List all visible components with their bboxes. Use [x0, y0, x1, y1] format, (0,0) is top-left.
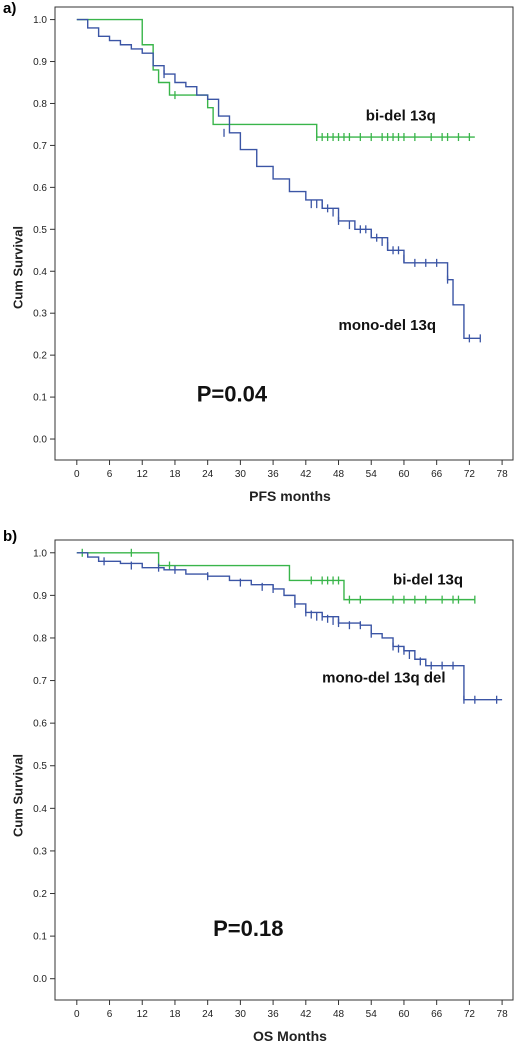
y-tick-label: 0.4 — [33, 804, 47, 815]
y-tick-label: 0.7 — [33, 141, 47, 152]
x-tick-label: 60 — [398, 1009, 410, 1020]
chart-panel-b: b) Cum Survival OS Months 0 6 12 18 24 30 36 42… — [0, 528, 520, 1048]
survival-curve — [76, 18, 481, 340]
x-tick-label: 6 — [107, 469, 113, 480]
y-tick-label: 0.0 — [33, 435, 47, 446]
x-tick-label: 72 — [464, 1009, 476, 1020]
x-tick-label: 30 — [235, 1009, 247, 1020]
y-tick-label: 0.7 — [33, 676, 47, 687]
x-tick-label: 36 — [268, 469, 280, 480]
x-tick-label: 24 — [202, 1009, 214, 1020]
y-tick-label: 0.5 — [33, 225, 47, 236]
survival-curve — [76, 18, 475, 138]
x-tick-label: 12 — [137, 1009, 149, 1020]
x-tick-label: 66 — [431, 469, 443, 480]
y-tick-label: 1.0 — [33, 15, 47, 26]
y-tick-label: 0.6 — [33, 183, 47, 194]
y-tick-label: 1.0 — [33, 548, 47, 559]
y-tick-label: 0.4 — [33, 267, 47, 278]
x-tick-label: 60 — [398, 469, 410, 480]
y-tick-label: 0.5 — [33, 761, 47, 772]
y-tick-label: 0.1 — [33, 393, 47, 404]
panel-label: b) — [3, 528, 18, 545]
survival-curve — [76, 552, 503, 701]
y-tick-label: 0.2 — [33, 889, 47, 900]
x-tick-label: 18 — [169, 469, 181, 480]
y-tick-label: 0.8 — [33, 99, 47, 110]
km-plot: 0 6 12 18 24 30 36 42 48 54 60 66 72 78 0.0 0.1 0.2 0.3 0.… — [33, 539, 514, 1020]
x-tick-label: 12 — [137, 469, 149, 480]
y-tick-label: 0.6 — [33, 719, 47, 730]
annotation: mono-del 13q del — [322, 670, 445, 687]
x-tick-label: 24 — [202, 469, 214, 480]
survival-curve — [76, 552, 475, 601]
x-tick-label: 48 — [333, 469, 345, 480]
y-tick-label: 0.3 — [33, 846, 47, 857]
x-tick-label: 78 — [497, 1009, 509, 1020]
x-tick-label: 36 — [268, 1009, 280, 1020]
x-tick-label: 48 — [333, 1009, 345, 1020]
y-tick-label: 0.9 — [33, 57, 47, 68]
plot-frame — [54, 6, 514, 461]
x-tick-label: 0 — [74, 469, 80, 480]
annotation: mono-del 13q — [339, 317, 437, 334]
annotation: P=0.04 — [197, 381, 268, 406]
x-tick-label: 30 — [235, 469, 247, 480]
plot-frame — [54, 539, 514, 1001]
x-tick-label: 42 — [300, 1009, 312, 1020]
y-tick-label: 0.1 — [33, 932, 47, 943]
y-tick-label: 0.3 — [33, 309, 47, 320]
annotation: bi-del 13q — [393, 572, 463, 589]
x-tick-label: 6 — [107, 1009, 113, 1020]
km-plot: 0 6 12 18 24 30 36 42 48 54 60 66 72 78 0.0 0.1 0.2 0.3 0.… — [33, 6, 514, 480]
annotation: bi-del 13q — [366, 107, 436, 124]
x-tick-label: 66 — [431, 1009, 443, 1020]
x-tick-label: 42 — [300, 469, 312, 480]
x-tick-label: 78 — [497, 469, 509, 480]
panel-label: a) — [3, 0, 17, 17]
y-tick-label: 0.8 — [33, 633, 47, 644]
x-tick-label: 54 — [366, 469, 378, 480]
y-tick-label: 0.2 — [33, 351, 47, 362]
x-tick-label: 18 — [169, 1009, 181, 1020]
x-axis-label: OS Months — [253, 1028, 327, 1044]
y-tick-label: 0.0 — [33, 974, 47, 985]
y-tick-label: 0.9 — [33, 591, 47, 602]
x-tick-label: 0 — [74, 1009, 80, 1020]
annotation: P=0.18 — [213, 916, 283, 941]
chart-panel-a: a) Cum Survival PFS months 0 6 12 18 24 30 36 4… — [0, 0, 520, 520]
x-tick-label: 54 — [366, 1009, 378, 1020]
x-axis-label: PFS months — [249, 488, 331, 504]
x-tick-label: 72 — [464, 469, 476, 480]
